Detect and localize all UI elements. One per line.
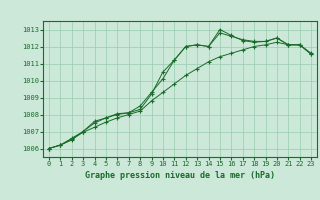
X-axis label: Graphe pression niveau de la mer (hPa): Graphe pression niveau de la mer (hPa) [85,171,275,180]
